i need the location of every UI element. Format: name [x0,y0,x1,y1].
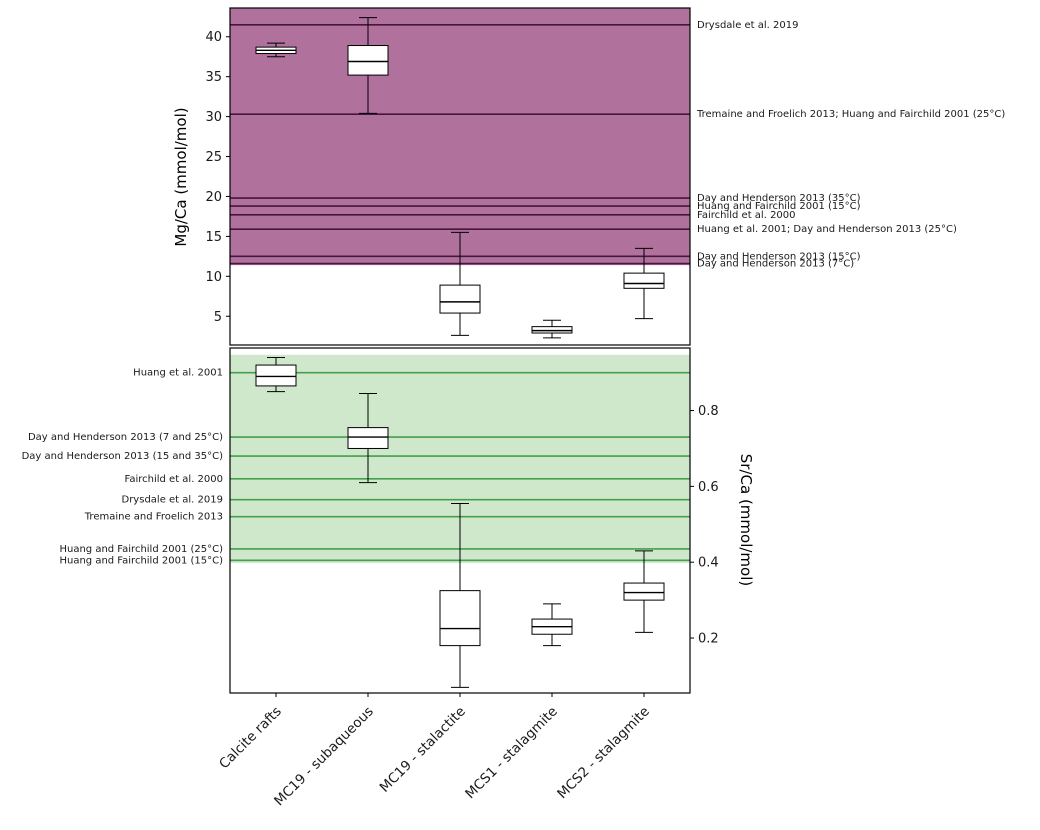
bottom-reference-label: Drysdale et al. 2019 [122,495,224,506]
bottom-reference-label: Fairchild et al. 2000 [124,474,223,485]
bottom-reference-label: Huang and Fairchild 2001 (15°C) [59,555,223,566]
y-tick-label: 0.4 [698,556,719,571]
y-tick-label: 15 [205,230,222,245]
category-label: MCS2 - stalagmite [554,704,653,803]
top-reference-label: Day and Henderson 2013 (7°C) [697,259,854,270]
bottom-reference-label: Huang et al. 2001 [133,368,223,379]
box-3 [439,284,481,314]
category-label: Calcite rafts [216,704,285,773]
category-label: MC19 - stalactite [377,704,469,796]
y-tick-label: 5 [214,310,222,325]
top-reference-label: Day and Henderson 2013 (15°C) [697,251,861,262]
category-label: MC19 - subaqueous [271,704,377,810]
bottom-reference-label: Tremaine and Froelich 2013 [84,512,223,523]
bottom-reference-label: Day and Henderson 2013 (15 and 35°C) [22,451,224,462]
top-reference-band [230,8,690,266]
y-tick-label: 25 [205,150,222,165]
y-tick-label: 35 [205,70,222,85]
y-tick-label: 0.6 [698,480,719,495]
top-reference-label: Drysdale et al. 2019 [697,20,799,31]
top-reference-label: Huang et al. 2001; Day and Henderson 201… [697,224,957,235]
box-4 [531,326,573,334]
srca-axis-label: Sr/Ca (mmol/mol) [737,453,755,587]
box-5 [623,582,665,601]
y-tick-label: 10 [205,270,222,285]
y-tick-label: 40 [205,30,222,45]
mgca-axis-label: Mg/Ca (mmol/mol) [172,107,190,247]
y-tick-label: 0.8 [698,404,719,419]
bottom-reference-label: Day and Henderson 2013 (7 and 25°C) [28,432,223,443]
box-5 [623,272,665,289]
y-tick-label: 30 [205,110,222,125]
top-reference-label: Tremaine and Froelich 2013; Huang and Fa… [696,109,1005,120]
box-2 [347,45,389,76]
box-1 [255,364,297,387]
top-panel-frame [229,7,691,346]
top-reference-label: Fairchild et al. 2000 [697,210,796,221]
top-reference-label: Day and Henderson 2013 (35°C) [697,193,861,204]
y-tick-label: 20 [205,190,222,205]
y-tick-label: 0.2 [698,632,719,647]
top-reference-label: Huang and Fairchild 2001 (15°C) [697,201,861,212]
box-3 [439,590,481,647]
category-label: MCS1 - stalagmite [462,704,561,803]
bottom-reference-label: Huang and Fairchild 2001 (25°C) [59,544,223,555]
box-2 [347,427,389,449]
